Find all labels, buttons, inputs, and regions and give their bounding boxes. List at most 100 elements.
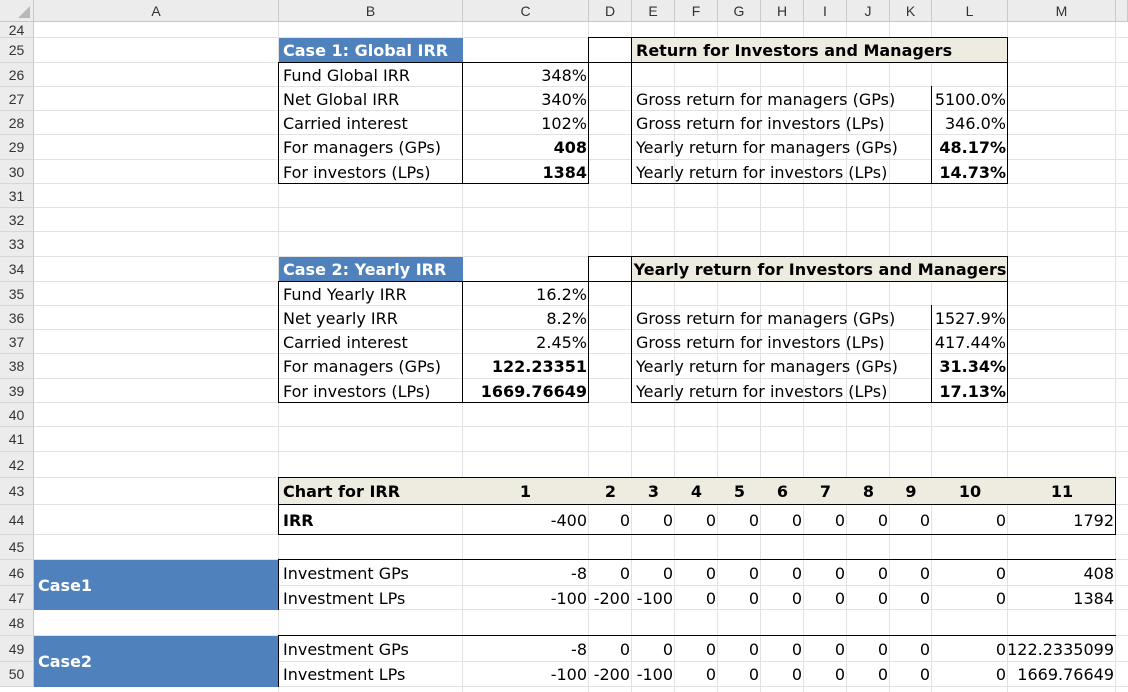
row-header-29[interactable]: 29 <box>0 135 34 160</box>
row-header-26[interactable]: 26 <box>0 63 34 87</box>
metric-value[interactable]: 102% <box>541 113 587 133</box>
row-header-48[interactable]: 48 <box>0 610 34 636</box>
return-label[interactable]: Yearly return for investors (LPs) <box>636 381 888 401</box>
investment-label[interactable]: Investment GPs <box>283 563 409 583</box>
metric-value[interactable]: 348% <box>541 65 587 85</box>
row-header-46[interactable]: 46 <box>0 560 34 586</box>
return-value[interactable]: 417.44% <box>934 332 1006 352</box>
irr-value[interactable]: -400 <box>550 510 587 530</box>
metric-value[interactable]: 122.23351 <box>491 357 587 376</box>
return-value[interactable]: 48.17% <box>939 138 1006 157</box>
column-header-f[interactable]: F <box>675 0 718 22</box>
column-header-k[interactable]: K <box>890 0 932 22</box>
row-header-31[interactable]: 31 <box>0 184 34 208</box>
row-header-40[interactable]: 40 <box>0 403 34 427</box>
irr-row-label[interactable]: IRR <box>283 510 314 530</box>
return-label[interactable]: Gross return for investors (LPs) <box>636 332 885 352</box>
investment-value[interactable]: 1384 <box>1073 588 1114 608</box>
investment-value[interactable]: 0 <box>877 563 888 583</box>
returns-title[interactable]: Yearly return for Investors and Managers <box>632 257 1008 282</box>
irr-value[interactable]: 0 <box>748 510 759 530</box>
investment-value[interactable]: 1669.76649 <box>1017 665 1114 684</box>
investment-value[interactable]: 0 <box>748 563 759 583</box>
return-label[interactable]: Gross return for managers (GPs) <box>636 308 896 328</box>
investment-value[interactable]: 0 <box>791 563 802 583</box>
metric-label[interactable]: Fund Global IRR <box>283 65 410 85</box>
return-value[interactable]: 5100.0% <box>934 89 1006 109</box>
irr-value[interactable]: 0 <box>877 510 888 530</box>
column-header-c[interactable]: C <box>463 0 589 22</box>
metric-label[interactable]: For managers (GPs) <box>283 357 442 376</box>
investment-value[interactable]: -200 <box>593 665 630 684</box>
investment-label[interactable]: Investment GPs <box>283 639 409 659</box>
row-header-25[interactable]: 25 <box>0 38 34 63</box>
row-header-33[interactable]: 33 <box>0 232 34 257</box>
year-header[interactable]: 1 <box>519 482 531 501</box>
investment-value[interactable]: -100 <box>636 665 673 684</box>
investment-value[interactable]: 0 <box>877 588 888 608</box>
metric-label[interactable]: Net Global IRR <box>283 89 400 109</box>
investment-value[interactable]: 0 <box>919 588 930 608</box>
investment-value[interactable]: 0 <box>995 639 1006 659</box>
case-label[interactable]: Case2 <box>34 636 279 687</box>
column-header-d[interactable]: D <box>589 0 632 22</box>
investment-label[interactable]: Investment LPs <box>283 588 406 608</box>
metric-value[interactable]: 1669.76649 <box>480 381 587 401</box>
investment-value[interactable]: 0 <box>834 588 845 608</box>
investment-value[interactable]: 0 <box>995 563 1006 583</box>
year-header[interactable]: 6 <box>776 482 789 501</box>
investment-label[interactable]: Investment LPs <box>283 665 406 684</box>
row-header-50[interactable]: 50 <box>0 662 34 687</box>
return-label[interactable]: Yearly return for managers (GPs) <box>636 138 898 157</box>
row-header-32[interactable]: 32 <box>0 208 34 232</box>
row-header-28[interactable]: 28 <box>0 111 34 135</box>
select-all-corner[interactable] <box>0 0 34 22</box>
metric-value[interactable]: 1384 <box>542 162 587 182</box>
row-header-30[interactable]: 30 <box>0 160 34 184</box>
return-value[interactable]: 31.34% <box>939 357 1006 376</box>
metric-label[interactable]: For investors (LPs) <box>283 162 431 182</box>
chart-table-header[interactable]: Chart for IRR <box>279 478 463 505</box>
row-header-43[interactable]: 43 <box>0 478 34 505</box>
year-header[interactable]: 11 <box>1050 482 1074 501</box>
investment-value[interactable]: 0 <box>748 665 759 684</box>
investment-value[interactable]: 0 <box>995 588 1006 608</box>
year-header[interactable]: 8 <box>862 482 875 501</box>
row-header-49[interactable]: 49 <box>0 636 34 662</box>
row-header-42[interactable]: 42 <box>0 452 34 478</box>
return-value[interactable]: 17.13% <box>939 381 1006 401</box>
investment-value[interactable]: 0 <box>705 588 716 608</box>
investment-value[interactable]: 0 <box>791 665 802 684</box>
investment-value[interactable]: 0 <box>919 665 930 684</box>
year-header[interactable]: 7 <box>819 482 832 501</box>
return-value[interactable]: 14.73% <box>939 162 1006 182</box>
row-header-35[interactable]: 35 <box>0 282 34 306</box>
metric-value[interactable]: 340% <box>541 89 587 109</box>
column-header-i[interactable]: I <box>804 0 847 22</box>
year-header[interactable]: 10 <box>958 482 982 501</box>
returns-title[interactable]: Return for Investors and Managers <box>632 38 1008 63</box>
row-header-34[interactable]: 34 <box>0 257 34 282</box>
investment-value[interactable]: 122.2335099 <box>1007 639 1114 659</box>
investment-value[interactable]: 0 <box>834 665 845 684</box>
metric-value[interactable]: 16.2% <box>536 284 587 304</box>
investment-value[interactable]: -100 <box>550 665 587 684</box>
investment-value[interactable]: 0 <box>877 665 888 684</box>
column-header-l[interactable]: L <box>932 0 1008 22</box>
return-label[interactable]: Gross return for managers (GPs) <box>636 89 896 109</box>
investment-value[interactable]: 0 <box>748 639 759 659</box>
irr-value[interactable]: 0 <box>705 510 716 530</box>
investment-value[interactable]: 0 <box>919 639 930 659</box>
investment-value[interactable]: 0 <box>748 588 759 608</box>
investment-value[interactable]: -8 <box>571 639 587 659</box>
irr-value[interactable]: 0 <box>995 510 1006 530</box>
metric-value[interactable]: 2.45% <box>536 332 587 352</box>
irr-value[interactable]: 0 <box>662 510 673 530</box>
return-label[interactable]: Yearly return for investors (LPs) <box>636 162 888 182</box>
irr-value[interactable]: 0 <box>619 510 630 530</box>
metric-label[interactable]: Net yearly IRR <box>283 308 398 328</box>
investment-value[interactable]: 0 <box>919 563 930 583</box>
irr-value[interactable]: 0 <box>834 510 845 530</box>
row-header-45[interactable]: 45 <box>0 535 34 560</box>
